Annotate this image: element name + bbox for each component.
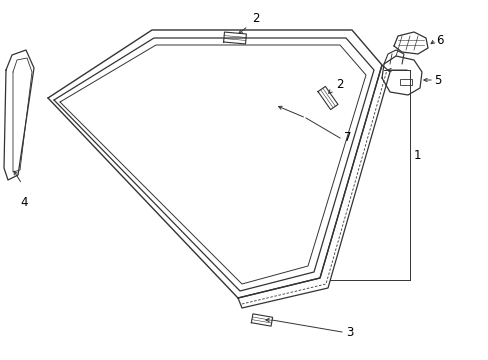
Text: 3: 3 <box>346 325 353 338</box>
Text: 7: 7 <box>343 131 351 144</box>
Bar <box>399 79 411 85</box>
Text: 5: 5 <box>433 73 441 86</box>
Text: 6: 6 <box>435 33 443 46</box>
Text: 4: 4 <box>20 195 27 208</box>
Text: 2: 2 <box>251 12 259 24</box>
Text: 2: 2 <box>335 78 343 91</box>
Text: 1: 1 <box>413 149 421 162</box>
